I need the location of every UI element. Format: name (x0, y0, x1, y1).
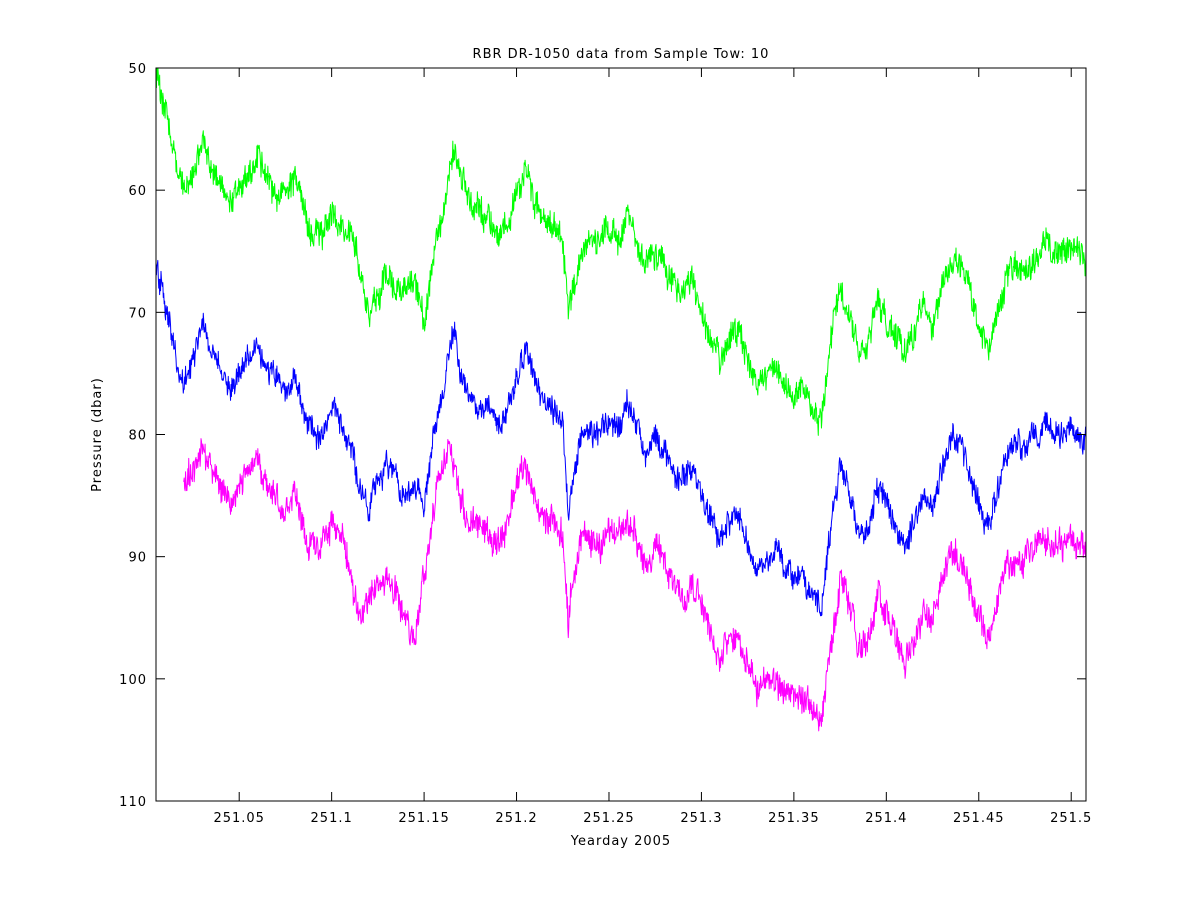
y-tick-label: 100 (119, 673, 147, 688)
x-tick-label: 251.45 (953, 811, 1005, 826)
chart-title: RBR DR-1050 data from Sample Tow: 10 (473, 47, 770, 62)
series-line-3 (183, 438, 1086, 732)
x-axis-label: Yearday 2005 (570, 834, 671, 849)
y-tick-label: 70 (128, 306, 147, 321)
x-tick-label: 251.5 (1050, 811, 1092, 826)
x-tick-label: 251.3 (680, 811, 722, 826)
y-tick-label: 60 (128, 184, 147, 199)
x-tick-label: 251.05 (213, 811, 265, 826)
x-tick-label: 251.4 (865, 811, 907, 826)
x-tick-label: 251.15 (398, 811, 450, 826)
y-tick-label: 110 (119, 795, 147, 810)
y-tick-label: 80 (128, 429, 147, 444)
series-layer (156, 68, 1086, 732)
x-tick-label: 251.25 (583, 811, 635, 826)
series-line-2 (156, 259, 1086, 617)
x-tick-label: 251.35 (768, 811, 820, 826)
y-axis-label: Pressure (dbar) (90, 377, 105, 492)
x-tick-label: 251.1 (311, 811, 353, 826)
y-tick-label: 50 (128, 62, 147, 77)
axis-layer: 251.05 251.1 251.15 251.2 251.25 251.3 251.35 2… (119, 62, 1092, 826)
x-tick-label: 251.2 (495, 811, 537, 826)
y-tick-label: 90 (128, 551, 147, 566)
series-line-1 (156, 68, 1086, 436)
